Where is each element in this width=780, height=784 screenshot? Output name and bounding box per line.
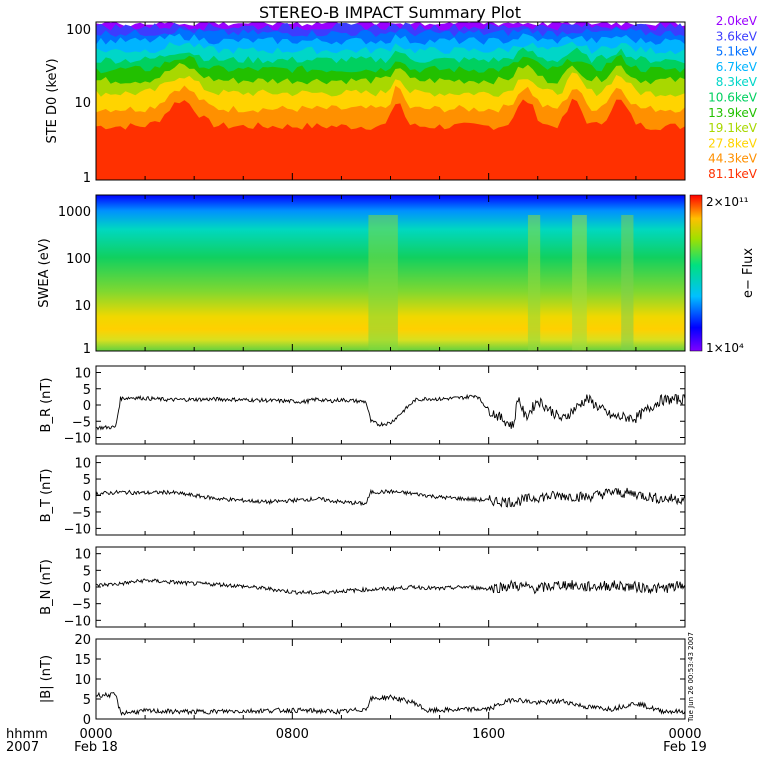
swea-y-label: SWEA (eV) (37, 238, 52, 307)
swea-stripe (621, 215, 634, 351)
colorbar (689, 194, 703, 352)
br-y-label: B_R (nT) (39, 378, 54, 433)
energy-legend-item: 5.1keV (716, 45, 758, 59)
swea-panel: SWEA (eV) 1000 100 10 1 2×10¹¹ 1×10⁴ e− … (37, 194, 756, 357)
bt-y-label: B_T (nT) (39, 469, 54, 523)
bmag-ytick: 15 (74, 653, 91, 668)
energy-legend-item: 6.7keV (716, 60, 758, 74)
x-axis-hhmm-label: hhmm (6, 727, 48, 742)
bmag-ytick: 20 (74, 633, 91, 648)
x-tick-label: 0800 (276, 727, 309, 742)
br-ytick: −5 (72, 415, 91, 430)
bmag-ytick: 0 (83, 713, 91, 728)
ste-ytick-1: 1 (83, 171, 91, 186)
bt-ytick: 5 (83, 473, 91, 488)
energy-legend-item: 2.0keV (716, 14, 758, 28)
plot-title: STEREO-B IMPACT Summary Plot (259, 3, 521, 22)
ste-spectrogram (96, 22, 685, 181)
x-tick-date: Feb 18 (74, 740, 118, 755)
swea-ytick-1: 1 (83, 342, 91, 357)
bn-panel: 105 0 −5−10 B_N (nT) (39, 546, 686, 629)
x-axis-year-label: 2007 (6, 740, 39, 755)
energy-legend-item: 8.3keV (716, 75, 758, 89)
energy-legend-item: 81.1keV (708, 167, 758, 181)
br-ytick: −10 (64, 432, 91, 447)
colorbar-min-label: 1×10⁴ (706, 341, 744, 355)
bn-ytick: −10 (64, 614, 91, 629)
energy-legend-item: 10.6keV (708, 91, 758, 105)
bt-ytick: 10 (74, 457, 91, 472)
swea-ytick-100: 100 (66, 252, 91, 267)
br-ytick: 10 (74, 367, 91, 382)
br-ytick: 5 (83, 383, 91, 398)
colorbar-max-label: 2×10¹¹ (706, 195, 749, 209)
swea-variations (368, 215, 634, 351)
bn-y-label: B_N (nT) (39, 559, 54, 615)
bt-ytick: −5 (72, 506, 91, 521)
timestamp: Tue Jun 26 00:53:43 2007 (687, 632, 695, 723)
swea-stripe (572, 215, 587, 351)
swea-ytick-1000: 1000 (58, 205, 91, 220)
x-tick-label: 1600 (472, 727, 505, 742)
swea-ytick-10: 10 (74, 299, 91, 314)
energy-legend-item: 3.6keV (716, 29, 758, 43)
ste-ytick-10: 10 (74, 96, 91, 111)
bn-ytick: −5 (72, 598, 91, 613)
x-tick-label: 0000 (668, 727, 701, 742)
x-tick-date: Feb 19 (663, 740, 707, 755)
colorbar-label: e− Flux (741, 248, 756, 298)
bmag-ytick: 10 (74, 673, 91, 688)
energy-legend-item: 13.9keV (708, 106, 758, 120)
x-tick-label: 0000 (79, 727, 112, 742)
bt-panel: 105 0−5−10 B_T (nT) (39, 455, 686, 537)
energy-legend-item: 19.1keV (708, 121, 758, 135)
br-trace (95, 393, 686, 431)
swea-stripe (368, 215, 398, 351)
energy-legend-item: 27.8keV (708, 136, 758, 150)
bmag-ytick: 5 (83, 693, 91, 708)
ste-y-label: STE D0 (keV) (45, 58, 60, 143)
bt-ytick: 0 (83, 490, 91, 505)
swea-stripe (527, 215, 541, 351)
bt-trace (95, 487, 686, 508)
bmag-y-label: |B| (nT) (39, 655, 54, 703)
energy-legend-item: 44.3keV (708, 152, 758, 166)
bmag-trace (95, 691, 686, 717)
bn-ytick: 0 (83, 581, 91, 596)
ste-ytick-100: 100 (66, 23, 91, 38)
ste-band (96, 98, 685, 180)
bn-trace (95, 578, 686, 595)
br-ytick: 0 (83, 399, 91, 414)
bn-ytick: 5 (83, 564, 91, 579)
bmag-panel: 20 15 10 5 0 |B| (nT) (39, 633, 686, 728)
bn-ytick: 10 (74, 548, 91, 563)
bt-ytick: −10 (64, 522, 91, 537)
